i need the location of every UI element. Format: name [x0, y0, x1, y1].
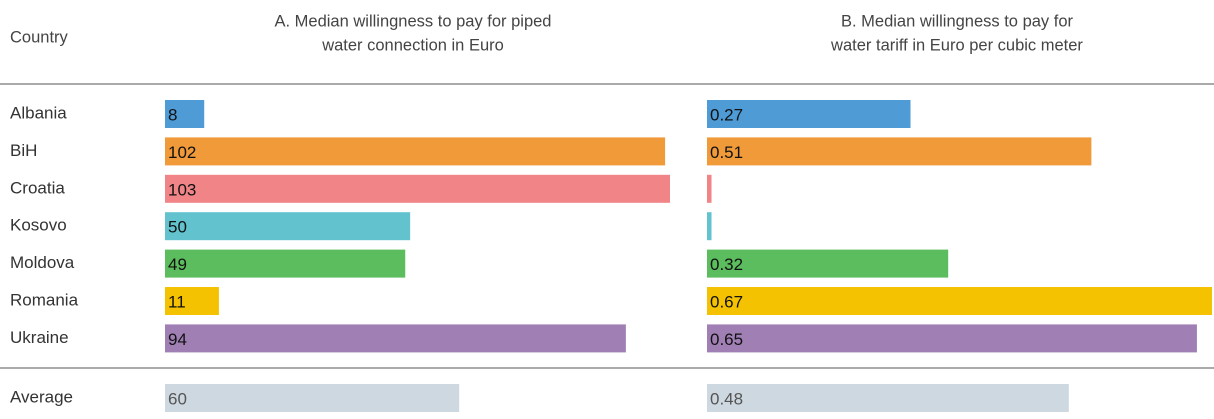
bar: [165, 137, 666, 166]
bar: [165, 174, 670, 203]
panel-title: water connection in Euro: [321, 36, 504, 54]
bar: [707, 249, 949, 278]
value-label: 0.65: [710, 330, 743, 349]
value-label: 50: [168, 218, 187, 237]
bar: [707, 384, 1069, 412]
average-label: Average: [10, 387, 73, 406]
bar: [707, 324, 1197, 353]
bar: [165, 384, 460, 412]
category-label: Albania: [10, 103, 67, 122]
bar: [165, 249, 406, 278]
bar: [165, 324, 626, 353]
value-label: 0.27: [710, 105, 743, 124]
panel-title: A. Median willingness to pay for piped: [275, 12, 552, 30]
value-label: 103: [168, 180, 196, 199]
category-label: BiH: [10, 141, 37, 160]
category-label: Ukraine: [10, 328, 69, 347]
value-label: 94: [168, 330, 187, 349]
column-header: Country: [10, 28, 69, 46]
value-label: 8: [168, 105, 177, 124]
bar: [707, 212, 712, 241]
bar: [165, 100, 205, 128]
bar: [707, 137, 1092, 166]
panel-title: B. Median willingness to pay for: [841, 12, 1074, 30]
bar: [165, 212, 411, 241]
bar: [707, 100, 911, 128]
value-label: 0.67: [710, 292, 743, 311]
category-label: Romania: [10, 290, 79, 309]
bar: [165, 287, 219, 315]
value-label: 0.32: [710, 255, 743, 274]
category-label: Moldova: [10, 253, 75, 272]
panel-title: water tariff in Euro per cubic meter: [830, 36, 1083, 54]
bar: [707, 287, 1212, 315]
category-label: Kosovo: [10, 216, 67, 235]
value-label: 0.48: [710, 389, 743, 408]
category-label: Croatia: [10, 178, 65, 197]
value-label: 102: [168, 143, 196, 162]
value-label: 60: [168, 389, 187, 408]
bar: [707, 174, 712, 203]
value-label: 49: [168, 255, 187, 274]
value-label: 0.51: [710, 143, 743, 162]
value-label: 11: [168, 292, 186, 311]
